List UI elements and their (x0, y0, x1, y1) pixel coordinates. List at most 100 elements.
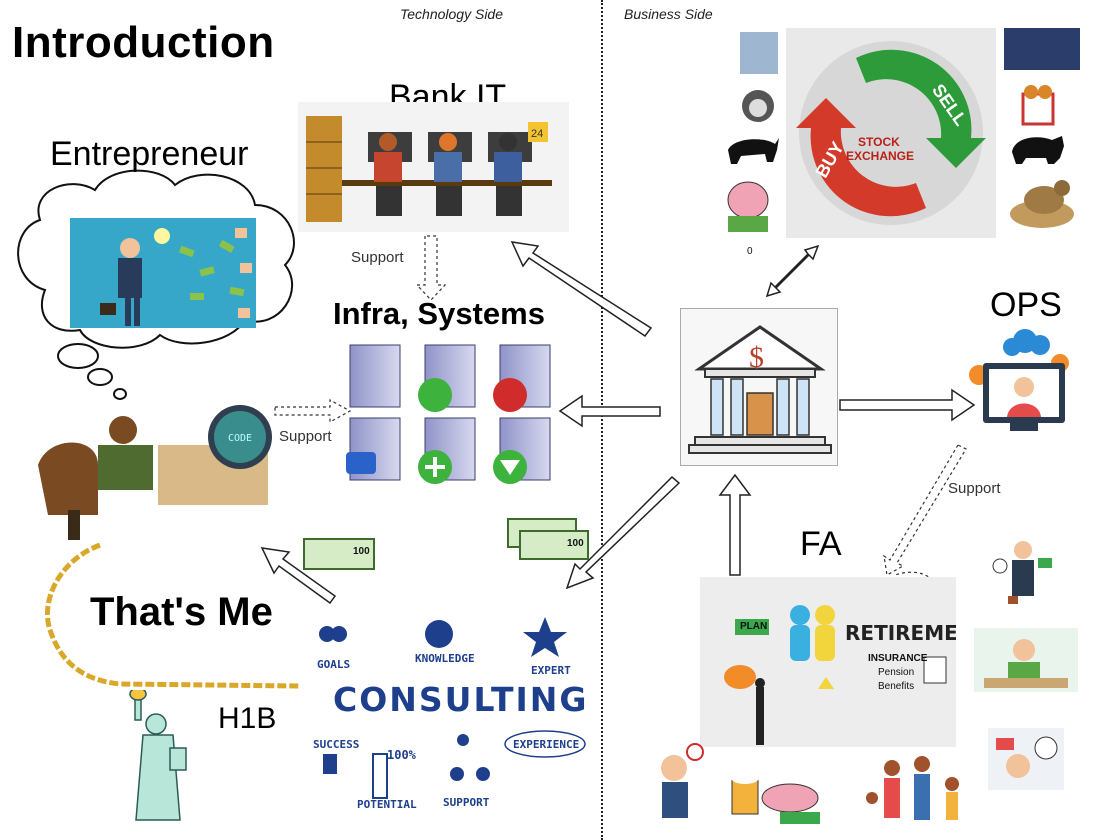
support-label-me: Support (279, 428, 332, 445)
document-icon (923, 656, 947, 684)
thermometer-icon (372, 753, 388, 799)
arrow-fa-to-bank (718, 473, 752, 576)
code-monitor (208, 405, 272, 469)
star-icon (523, 617, 567, 657)
chairs (376, 186, 522, 216)
success-text: SUCCESS (313, 738, 360, 751)
support-arrow-bankit (415, 235, 447, 301)
retirement-word: RETIREMENT (845, 621, 956, 645)
workers (374, 133, 522, 182)
percent-text: 100% (387, 748, 416, 762)
entrepreneur-image (70, 218, 256, 328)
statue-of-liberty-image (118, 690, 203, 825)
operator-head (1014, 377, 1034, 397)
page-title: Introduction (12, 18, 275, 67)
money-bill-3: 100 (519, 530, 589, 560)
insurance-text: INSURANCE (868, 653, 928, 664)
pension-text: Pension (878, 667, 915, 678)
knowledge-text: KNOWLEDGE (415, 652, 475, 665)
bookshelf (306, 116, 342, 222)
lightbulb-icon (154, 228, 170, 244)
buy-arrow (796, 98, 926, 217)
arrow-bank-to-bankit (510, 241, 653, 338)
money-bill-1: 100 (303, 538, 375, 570)
trophy-icon (323, 754, 337, 774)
person-icon-1 (450, 767, 464, 781)
desk-top (342, 180, 552, 186)
stock-small-label: 0 (747, 246, 753, 257)
bank-columns (710, 378, 810, 436)
stock-exchange-image: STOCK EXCHANGE SELL BUY (786, 28, 996, 238)
server-1 (349, 344, 401, 408)
rocket-icon (740, 32, 778, 74)
family-figures (790, 605, 835, 661)
apes-strong-icon (738, 84, 778, 126)
bank-it-office-image: 24 (298, 102, 569, 232)
support-label-ops: Support (948, 480, 1001, 497)
accountant-icon (974, 628, 1078, 692)
sell-arrow (856, 49, 986, 168)
support-arrow-fa-curve (894, 571, 941, 591)
family-icon (862, 748, 982, 834)
no-smoking-man-icon (650, 742, 708, 834)
thought-bubble-1 (57, 343, 99, 369)
arrow-bank-to-ops (839, 388, 976, 422)
coder-torso (98, 445, 153, 490)
fried-chicken-icon (1013, 78, 1063, 126)
duck-nest-icon (1004, 172, 1080, 234)
stressed-person-icon (988, 728, 1064, 790)
entrepreneur-label: Entrepreneur (50, 135, 249, 173)
svg-text:STOCK: STOCK (858, 135, 900, 149)
retirement-planning-image: PLAN RETIREMENT INSURANCE Pension Benefi… (700, 577, 956, 747)
ops-support-image (965, 323, 1080, 448)
businessman-figure (100, 238, 142, 326)
info-icon (425, 620, 453, 648)
side-divider (601, 0, 603, 840)
bull-icon (723, 130, 781, 168)
bear-icon (1006, 128, 1068, 170)
svg-text:24: 24 (531, 128, 543, 140)
coder-head (109, 416, 137, 444)
potential-text: POTENTIAL (357, 798, 417, 811)
man-silhouette (756, 687, 764, 745)
support-arrow-me (274, 398, 352, 424)
business-side-label: Business Side (624, 6, 713, 22)
plan-board (735, 619, 769, 635)
money-bills (179, 239, 245, 300)
ops-label: OPS (990, 286, 1062, 324)
arrow-stock-double (765, 244, 820, 298)
wall-street-bets-icon (1004, 28, 1080, 70)
arrow-bank-to-consulting (565, 475, 681, 590)
multitasking-woman-icon (990, 528, 1056, 612)
fa-label: FA (800, 525, 842, 563)
technology-side-label: Technology Side (400, 6, 504, 22)
binoculars-icon (319, 626, 335, 642)
svg-text:EXCHANGE: EXCHANGE (846, 149, 914, 163)
piggy-bank-icon (724, 665, 756, 689)
experience-text: EXPERIENCE (513, 738, 580, 751)
servers-image (340, 340, 560, 488)
plan-text: PLAN (740, 621, 768, 632)
unlock-icon (418, 378, 452, 412)
support-arrow-ops (883, 444, 967, 576)
bank-building-image[interactable]: $ (680, 308, 838, 466)
office-chair (38, 442, 98, 515)
svg-text:CODE: CODE (228, 433, 252, 444)
person-icon-2 (476, 767, 490, 781)
lock-icon (493, 378, 527, 412)
support-text: SUPPORT (443, 796, 490, 809)
cloud-icon (1003, 329, 1050, 356)
benefits-text: Benefits (878, 681, 915, 692)
coder-image: CODE (28, 405, 273, 545)
mail-icon (346, 452, 376, 474)
dollar-icon: $ (749, 341, 764, 374)
calendar-icon (528, 122, 548, 142)
thought-bubble-2 (87, 368, 113, 386)
pyramid-icon (818, 677, 834, 689)
thumbs-up-hands (235, 228, 252, 318)
consulting-image: GOALS KNOWLEDGE EXPERT CONSULTING SUCCES… (305, 612, 601, 834)
info-small-icon (457, 734, 469, 746)
gold-chain (44, 542, 301, 689)
infra-systems-label: Infra, Systems (333, 296, 545, 331)
bank-door (746, 392, 774, 436)
